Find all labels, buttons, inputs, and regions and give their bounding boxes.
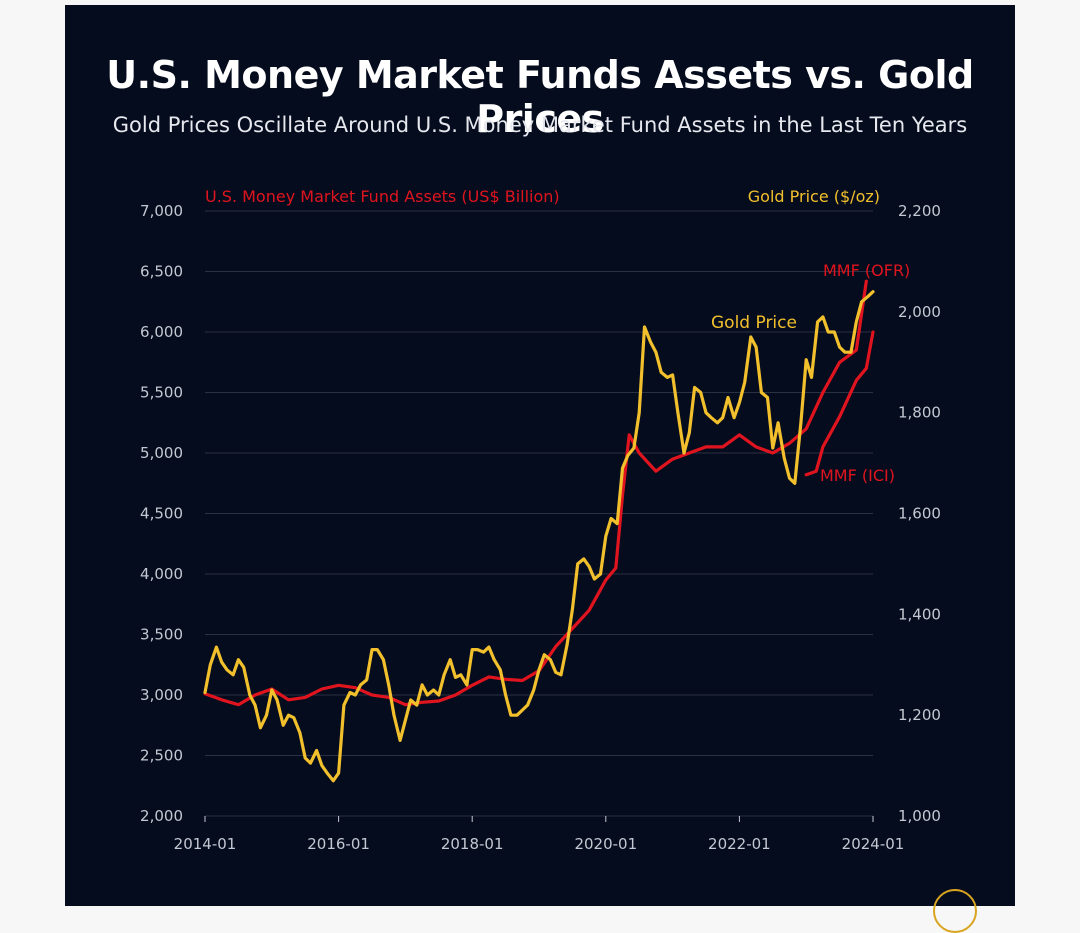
right-tick-label: 1,600 bbox=[898, 505, 941, 523]
left-tick-label: 5,000 bbox=[140, 444, 183, 462]
series-line-mmf-ici bbox=[804, 330, 875, 477]
annotation-mmf-ici: MMF (ICI) bbox=[820, 466, 895, 485]
chart-panel: U.S. Money Market Funds Assets vs. Gold … bbox=[65, 5, 1015, 933]
x-tick-label: 2018-01 bbox=[441, 835, 504, 853]
left-tick-label: 7,000 bbox=[140, 202, 183, 220]
left-tick-label: 2,000 bbox=[140, 807, 183, 825]
x-tick-label: 2016-01 bbox=[307, 835, 370, 853]
left-axis-label: U.S. Money Market Fund Assets (US$ Billi… bbox=[205, 187, 560, 206]
right-axis-ticks: 1,000 1,200 1,400 1,600 1,800 2,000 2,200 bbox=[898, 202, 941, 825]
left-tick-label: 4,500 bbox=[140, 505, 183, 523]
left-tick-label: 5,500 bbox=[140, 384, 183, 402]
chart-title: U.S. Money Market Funds Assets vs. Gold … bbox=[106, 53, 974, 141]
left-tick-label: 4,000 bbox=[140, 565, 183, 583]
left-tick-label: 3,500 bbox=[140, 626, 183, 644]
right-tick-label: 1,800 bbox=[898, 404, 941, 422]
x-tick-label: 2014-01 bbox=[174, 835, 237, 853]
series-line-mmf-ofr bbox=[203, 279, 868, 707]
chart-subtitle: Gold Prices Oscillate Around U.S. Money … bbox=[112, 113, 968, 137]
left-tick-label: 6,500 bbox=[140, 263, 183, 281]
x-tick-label: 2020-01 bbox=[574, 835, 637, 853]
annotation-gold-price: Gold Price bbox=[711, 313, 797, 333]
series-line-gold-price bbox=[203, 290, 875, 783]
x-tick-label: 2022-01 bbox=[708, 835, 771, 853]
left-tick-label: 6,000 bbox=[140, 323, 183, 341]
left-axis-ticks: 2,000 2,500 3,000 3,500 4,000 4,500 5,000 5,500… bbox=[140, 202, 183, 825]
right-tick-label: 2,200 bbox=[898, 202, 941, 220]
right-tick-label: 1,200 bbox=[898, 706, 941, 724]
series-lines bbox=[203, 279, 875, 783]
annotation-mmf-ofr: MMF (OFR) bbox=[823, 261, 910, 280]
grid-lines bbox=[205, 210, 873, 817]
right-axis-label: Gold Price ($/oz) bbox=[748, 187, 880, 206]
x-axis-ticks: 2014-01 2016-01 2018-01 2020-01 2022-01 2024-… bbox=[174, 816, 905, 853]
chart-plot: 2,000 2,500 3,000 3,500 4,000 4,500 5,000 5,500… bbox=[140, 187, 941, 853]
right-tick-label: 2,000 bbox=[898, 303, 941, 321]
left-tick-label: 2,500 bbox=[140, 747, 183, 765]
left-tick-label: 3,000 bbox=[140, 686, 183, 704]
right-tick-label: 1,400 bbox=[898, 605, 941, 623]
x-tick-label: 2024-01 bbox=[842, 835, 905, 853]
right-tick-label: 1,000 bbox=[898, 807, 941, 825]
brand-logo-icon bbox=[933, 889, 977, 933]
